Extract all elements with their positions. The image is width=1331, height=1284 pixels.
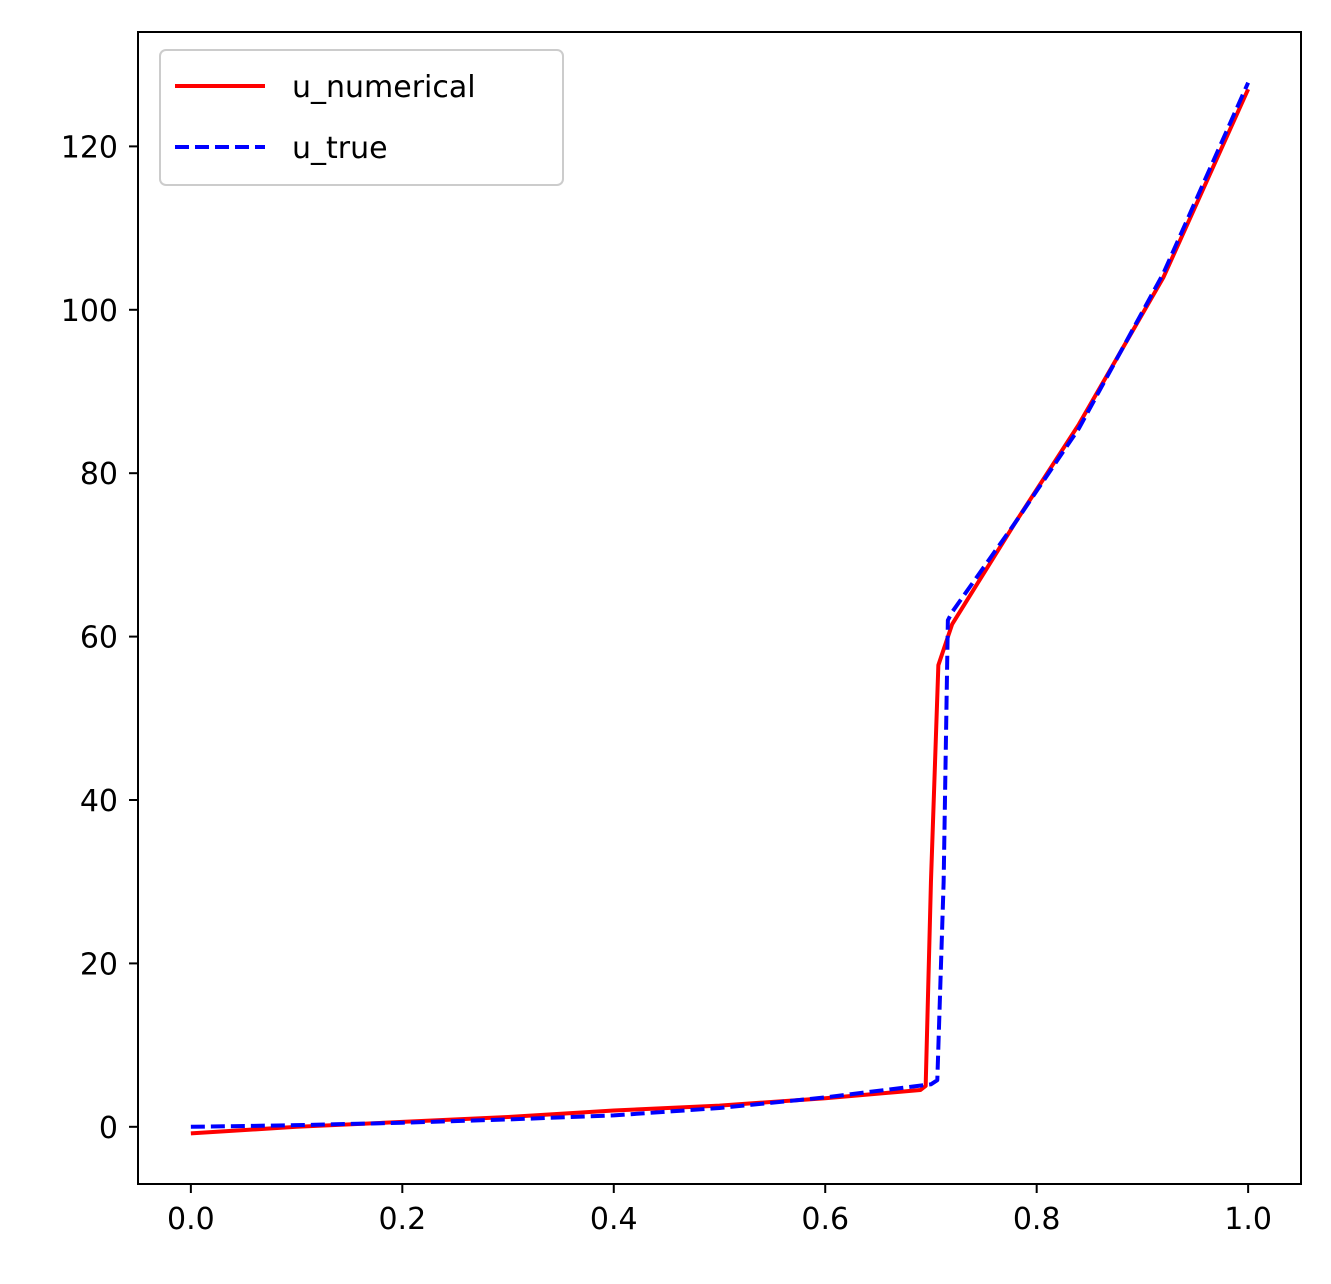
y-tick-label: 0 <box>99 1111 118 1146</box>
legend: u_numerical u_true <box>159 49 564 186</box>
y-tick-label: 60 <box>80 621 118 656</box>
y-tick-label: 20 <box>80 947 118 982</box>
series-line-u_true <box>190 81 1250 1129</box>
legend-label-u_true: u_true <box>292 131 388 166</box>
x-tick-label: 0.8 <box>1013 1202 1061 1237</box>
x-tick-label: 0.2 <box>378 1202 426 1237</box>
x-tick-label: 1.0 <box>1224 1202 1272 1237</box>
y-axis: 0 20 40 60 80 100 120 <box>61 130 138 1146</box>
x-tick-label: 0.6 <box>801 1202 849 1237</box>
y-tick-label: 80 <box>80 457 118 492</box>
axes-frame <box>137 31 1302 1185</box>
plot-area <box>138 32 1301 1184</box>
series-layer <box>190 81 1250 1136</box>
x-tick-label: 0.4 <box>590 1202 638 1237</box>
legend-label-u_numerical: u_numerical <box>292 70 476 105</box>
x-tick-label: 0.0 <box>167 1202 215 1237</box>
y-tick-label: 120 <box>61 130 118 165</box>
y-tick-label: 40 <box>80 784 118 819</box>
legend-box <box>159 49 564 186</box>
y-tick-label: 100 <box>61 294 118 329</box>
x-axis: 0.0 0.2 0.4 0.6 0.8 1.0 <box>167 1184 1272 1237</box>
